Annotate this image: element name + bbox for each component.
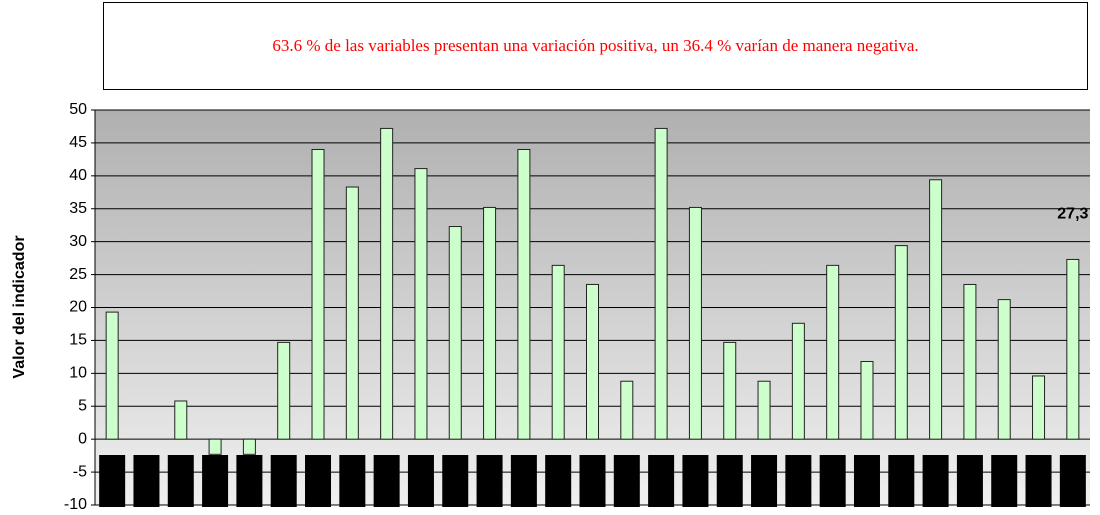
redaction [922, 455, 949, 507]
y-tick-label: 50 [69, 101, 87, 118]
y-tick-label: 15 [69, 332, 87, 349]
bar [723, 341, 737, 440]
y-tick-label: 5 [78, 397, 87, 414]
redaction [133, 455, 160, 507]
y-tick-label: 0 [78, 430, 87, 447]
redaction [819, 455, 846, 507]
redaction [202, 455, 229, 507]
redaction [751, 455, 778, 507]
bar [448, 226, 462, 440]
redaction [613, 455, 640, 507]
redaction [991, 455, 1018, 507]
redaction [339, 455, 366, 507]
bar [380, 127, 394, 440]
bar [1066, 258, 1080, 440]
y-tick-label: 10 [69, 365, 87, 382]
bar [860, 360, 874, 440]
bar [277, 341, 291, 440]
redaction [305, 455, 332, 507]
bar [1032, 375, 1046, 440]
redaction [956, 455, 983, 507]
y-tick-label: 30 [69, 233, 87, 250]
redaction [236, 455, 263, 507]
bar [551, 264, 565, 440]
redaction [407, 455, 434, 507]
bar [414, 168, 428, 440]
redaction [785, 455, 812, 507]
bar [894, 245, 908, 440]
y-tick-label: -5 [73, 463, 87, 480]
redaction [682, 455, 709, 507]
bar [345, 186, 359, 440]
bar [483, 206, 497, 440]
bar [105, 311, 119, 440]
bar [757, 380, 771, 440]
redaction [1025, 455, 1052, 507]
bar [826, 264, 840, 440]
bar [963, 283, 977, 440]
redaction [510, 455, 537, 507]
bar [174, 400, 188, 440]
redaction [853, 455, 880, 507]
redaction [545, 455, 572, 507]
bar [586, 283, 599, 440]
bar [791, 322, 805, 440]
bar [242, 438, 256, 455]
y-tick-label: 45 [69, 134, 87, 151]
bar [929, 179, 943, 440]
y-tick-label: 35 [69, 200, 87, 217]
bar [654, 127, 668, 440]
bar [620, 380, 634, 440]
y-tick-label: 40 [69, 167, 87, 184]
redaction [99, 455, 126, 507]
redaction [167, 455, 194, 507]
redaction [1059, 455, 1086, 507]
redaction [648, 455, 675, 507]
bar [688, 206, 702, 440]
data-label: 27,3 [1057, 206, 1088, 223]
bar [208, 438, 222, 455]
redaction [270, 455, 297, 507]
y-tick-label: 25 [69, 266, 87, 283]
redaction [888, 455, 915, 507]
bar [997, 299, 1011, 440]
chart-title: 63.6 % de las variables presentan una va… [103, 2, 1088, 90]
redaction [442, 455, 469, 507]
redaction [716, 455, 743, 507]
redaction [579, 455, 606, 507]
bar [311, 149, 325, 440]
redaction [373, 455, 400, 507]
redaction [476, 455, 503, 507]
y-axis-label: Valor del indicador [11, 235, 28, 378]
bar [517, 149, 531, 440]
y-tick-label: 20 [69, 299, 87, 316]
y-tick-label: -10 [64, 496, 87, 513]
